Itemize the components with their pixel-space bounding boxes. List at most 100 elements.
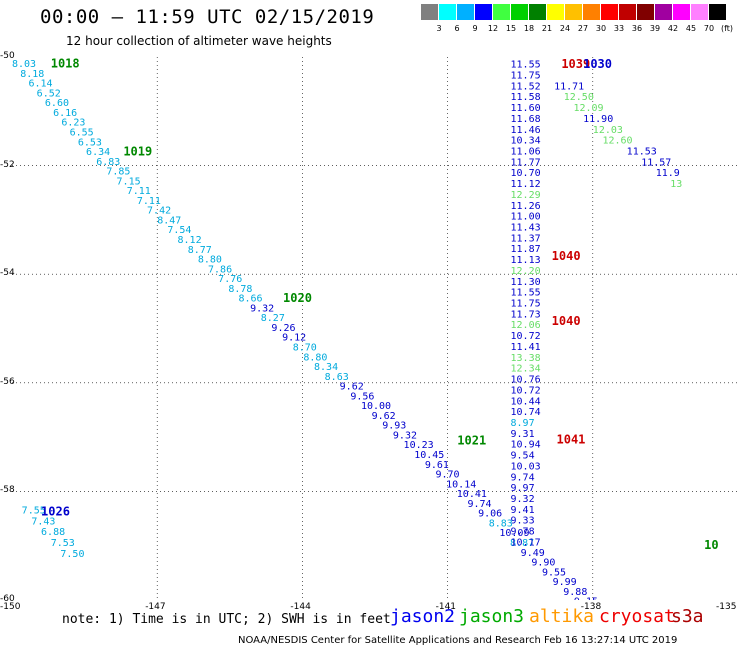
wave-height-value: 11.68 (511, 114, 541, 125)
wave-height-value: 9.88 (563, 587, 587, 598)
pressure-label: 1039 (561, 57, 590, 71)
wave-height-value: 8.34 (314, 362, 338, 373)
wave-height-value: 10.14 (446, 479, 476, 490)
colorbar-swatch (511, 4, 528, 20)
latitude-tick-label: -60 (0, 594, 15, 604)
satellite-altika: altika (529, 606, 595, 627)
wave-height-value: 11.46 (511, 125, 541, 136)
colorbar-label: 70 (703, 24, 715, 33)
wave-height-value: 13 (670, 179, 682, 190)
wave-height-value: 6.16 (53, 108, 77, 119)
wave-height-value: 7.11 (127, 186, 151, 197)
wave-height-value: 10.00 (361, 401, 391, 412)
pressure-label: 1018 (51, 57, 80, 71)
wave-height-value: 11.55 (511, 60, 541, 71)
wave-height-value: 8.77 (188, 245, 212, 256)
colorbar-label: 3 (436, 24, 442, 33)
wave-height-value: 9.54 (511, 451, 535, 462)
colorbar-label: 21 (541, 24, 553, 33)
colorbar-swatch (655, 4, 672, 20)
colorbar-label: 33 (613, 24, 625, 33)
wave-height-value: 11.77 (511, 157, 541, 168)
wave-height-value: 12.29 (511, 190, 541, 201)
wave-height-value: 9.90 (531, 558, 555, 569)
wave-height-value: 7.42 (147, 206, 171, 217)
wave-height-value: 11.00 (511, 212, 541, 223)
page-subtitle: 12 hour collection of altimeter wave hei… (66, 34, 332, 48)
colorbar-label: 30 (595, 24, 607, 33)
wave-height-value: 11.58 (511, 92, 541, 103)
wave-height-value: 7.54 (167, 225, 191, 236)
wave-height-value: 13.38 (511, 353, 541, 364)
wave-height-value: 8.78 (228, 284, 252, 295)
colorbar-label: 24 (559, 24, 571, 33)
wave-height-value: 8.63 (325, 372, 349, 383)
wave-height-value: 9.31 (511, 429, 535, 440)
wave-height-value: 6.53 (78, 137, 102, 148)
colorbar-swatch (619, 4, 636, 20)
wave-height-value: 11.57 (641, 157, 671, 168)
wave-height-value: 11.43 (511, 223, 541, 234)
wave-height-value: 11.60 (511, 103, 541, 114)
pressure-label: 1030 (583, 57, 612, 71)
colorbar-swatch (601, 4, 618, 20)
wave-height-value: 10.34 (511, 136, 541, 147)
pressure-label: 10 (704, 538, 718, 552)
latitude-tick-label: -56 (0, 376, 15, 387)
wave-height-value: 8.12 (178, 235, 202, 246)
wave-height-value: 11.30 (511, 277, 541, 288)
colorbar-label: 39 (649, 24, 661, 33)
colorbar-swatch (709, 4, 726, 20)
colorbar-label: 27 (577, 24, 589, 33)
wave-height-value: 10.17 (511, 537, 541, 548)
colorbar-label: 45 (685, 24, 697, 33)
colorbar-label: 15 (505, 24, 517, 33)
wave-height-value: 9.32 (511, 494, 535, 505)
colorbar-swatch (637, 4, 654, 20)
wave-height-value: 10.03 (511, 461, 541, 472)
colorbar-label: 6 (454, 24, 460, 33)
wave-height-value: 11.12 (511, 179, 541, 190)
wave-height-value: 8.03 (12, 59, 36, 70)
wave-height-value: 9.12 (282, 333, 306, 344)
latitude-tick-label: -54 (0, 268, 15, 279)
latitude-tick-label: -50 (0, 51, 15, 61)
wave-height-value: 7.53 (51, 538, 75, 549)
wave-height-value: 9.97 (511, 483, 535, 494)
wave-height-value: 9.26 (271, 323, 295, 334)
wave-height-value: 8.80 (198, 255, 222, 266)
pressure-label: 1040 (552, 314, 581, 328)
wave-height-value: 11.53 (627, 146, 657, 157)
wave-height-value: 11.26 (511, 201, 541, 212)
wave-height-value: 6.88 (41, 527, 65, 538)
wave-height-value: 12.03 (593, 125, 623, 136)
wave-height-value: 9.74 (511, 472, 535, 483)
wave-height-value: 11.9 (656, 168, 680, 179)
wave-height-value: 6.83 (96, 157, 120, 168)
colorbar-swatch (673, 4, 690, 20)
wave-height-value: 10.76 (511, 375, 541, 386)
wave-height-value: 11.75 (511, 299, 541, 310)
wave-height-value: 12.60 (602, 136, 632, 147)
wave-height-value: 6.23 (61, 118, 85, 129)
wave-height-value: 11.13 (511, 255, 541, 266)
wave-height-value: 7.85 (106, 167, 130, 178)
wave-height-value: 10.41 (457, 489, 487, 500)
longitude-tick-label: -147 (145, 602, 166, 612)
wave-height-value: 7.55 (22, 505, 46, 516)
wave-height-value: 7.76 (218, 274, 242, 285)
wave-height-value: 11.87 (511, 244, 541, 255)
wave-height-value: 10.72 (511, 331, 541, 342)
wave-height-value: 7.15 (117, 176, 141, 187)
colorbar-label: 12 (487, 24, 499, 33)
pressure-label: 1019 (123, 145, 152, 159)
colorbar-swatch (547, 4, 564, 20)
wave-height-value: 9.78 (511, 527, 535, 538)
wave-height-value: 9.93 (382, 421, 406, 432)
wave-height-value: 12.20 (511, 266, 541, 277)
wave-height-value: 9.62 (372, 411, 396, 422)
colorbar-swatch (421, 4, 438, 20)
colorbar-swatch (457, 4, 474, 20)
wave-height-value: 8.47 (157, 215, 181, 226)
map-plot-area[interactable]: 8.03 8.18 6.14 6.52 6.60 6.16 6.23 6.55 6.53 6.34… (0, 51, 738, 617)
